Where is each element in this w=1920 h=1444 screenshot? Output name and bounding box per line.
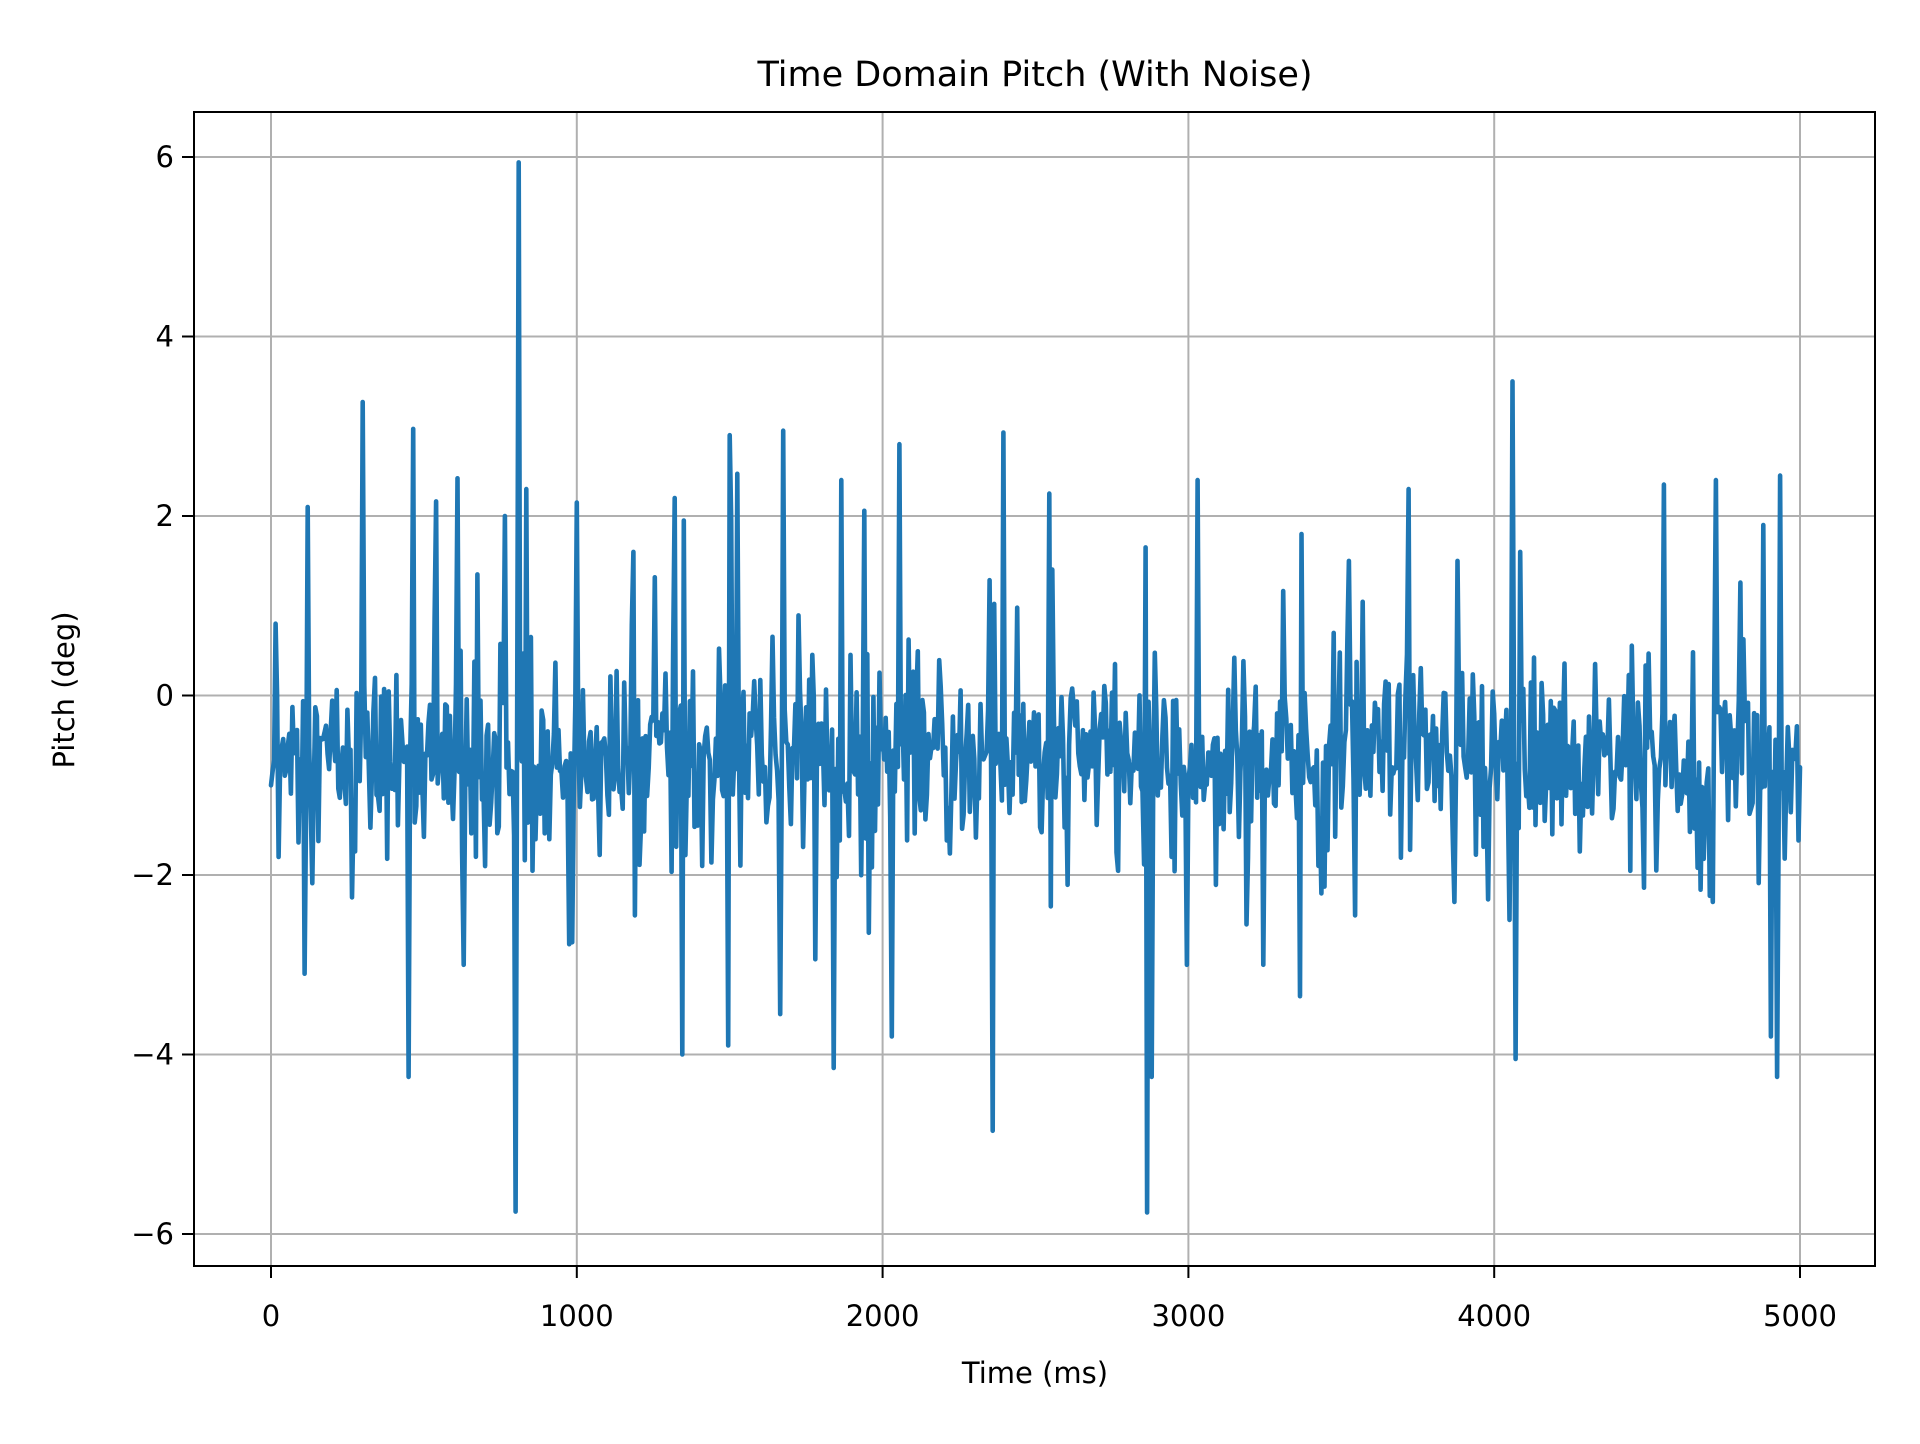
y-tick-label: −2 bbox=[131, 858, 174, 892]
axes-background bbox=[194, 112, 1875, 1266]
y-tick-label: −4 bbox=[131, 1038, 174, 1072]
x-tick-label: 5000 bbox=[1763, 1299, 1837, 1333]
y-axis-ticks: −6 −4 −2 0 2 4 6 bbox=[131, 140, 194, 1251]
y-tick-label: 2 bbox=[156, 499, 174, 533]
y-tick-label: −6 bbox=[131, 1217, 174, 1251]
pitch-line bbox=[268, 160, 1803, 1215]
y-tick-label: 6 bbox=[156, 140, 174, 174]
x-tick-label: 3000 bbox=[1151, 1299, 1225, 1333]
y-tick-label: 0 bbox=[156, 679, 174, 713]
x-tick-label: 0 bbox=[262, 1299, 280, 1333]
x-tick-label: 2000 bbox=[846, 1299, 920, 1333]
chart-title: Time Domain Pitch (With Noise) bbox=[756, 55, 1312, 95]
plot-area bbox=[193, 111, 1876, 1267]
x-axis-ticks: 0 1000 2000 3000 4000 5000 bbox=[262, 1266, 1837, 1333]
x-tick-label: 1000 bbox=[540, 1299, 614, 1333]
y-axis-label: Pitch (deg) bbox=[47, 611, 81, 768]
axes-frame bbox=[193, 111, 1876, 1267]
x-axis-label: Time (ms) bbox=[961, 1356, 1108, 1390]
y-tick-label: 4 bbox=[156, 320, 174, 354]
x-tick-label: 4000 bbox=[1457, 1299, 1531, 1333]
